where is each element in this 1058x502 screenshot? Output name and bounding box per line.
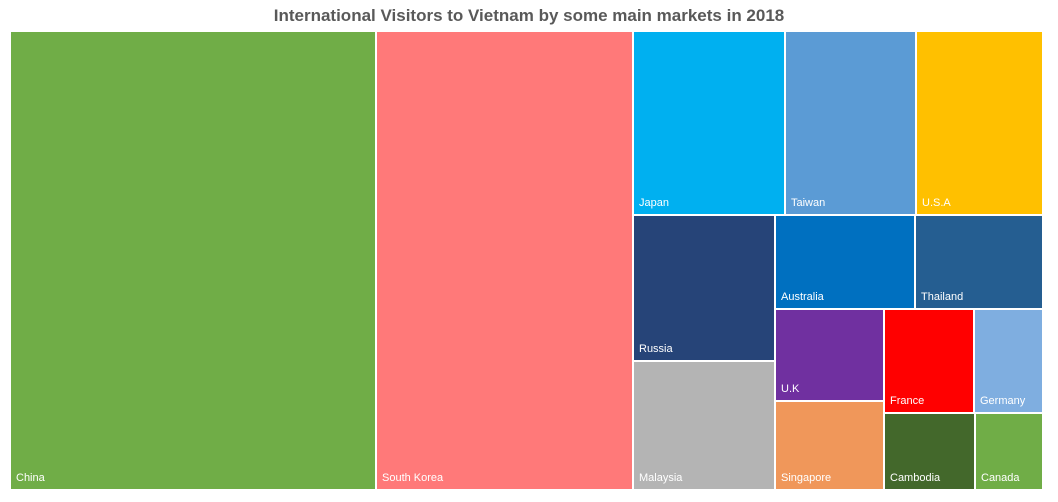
treemap-tile-malaysia: Malaysia: [633, 361, 775, 490]
treemap-tile-germany: Germany: [974, 309, 1043, 413]
tile-label: Germany: [980, 395, 1026, 407]
treemap-tile-canada: Canada: [975, 413, 1043, 490]
tile-label: Singapore: [781, 472, 832, 484]
treemap-tile-japan: Japan: [633, 31, 785, 215]
treemap-tile-south-korea: South Korea: [376, 31, 633, 490]
treemap-tile-thailand: Thailand: [915, 215, 1043, 309]
treemap-tile-australia: Australia: [775, 215, 915, 309]
tile-label: China: [16, 472, 45, 484]
treemap-tile-taiwan: Taiwan: [785, 31, 916, 215]
treemap-tile-russia: Russia: [633, 215, 775, 361]
tile-label: U.S.A: [922, 197, 951, 209]
tile-label: Thailand: [921, 291, 964, 303]
tile-label: Canada: [981, 472, 1020, 484]
chart-title: International Visitors to Vietnam by som…: [273, 6, 785, 25]
tile-label: U.K: [781, 383, 800, 395]
tile-label: South Korea: [382, 472, 444, 484]
tile-label: Cambodia: [890, 472, 941, 484]
treemap-tile-cambodia: Cambodia: [884, 413, 975, 490]
treemap-tile-singapore: Singapore: [775, 401, 884, 490]
treemap-tile-u-s-a: U.S.A: [916, 31, 1043, 215]
tile-label: France: [890, 395, 925, 407]
treemap-tile-china: China: [10, 31, 376, 490]
tile-label: Malaysia: [639, 472, 683, 484]
tile-label: Australia: [781, 291, 824, 303]
tile-label: Taiwan: [791, 197, 826, 209]
treemap-tile-u-k: U.K: [775, 309, 884, 401]
tile-label: Japan: [639, 197, 669, 209]
treemap-tile-france: France: [884, 309, 974, 413]
tile-label: Russia: [639, 343, 673, 355]
